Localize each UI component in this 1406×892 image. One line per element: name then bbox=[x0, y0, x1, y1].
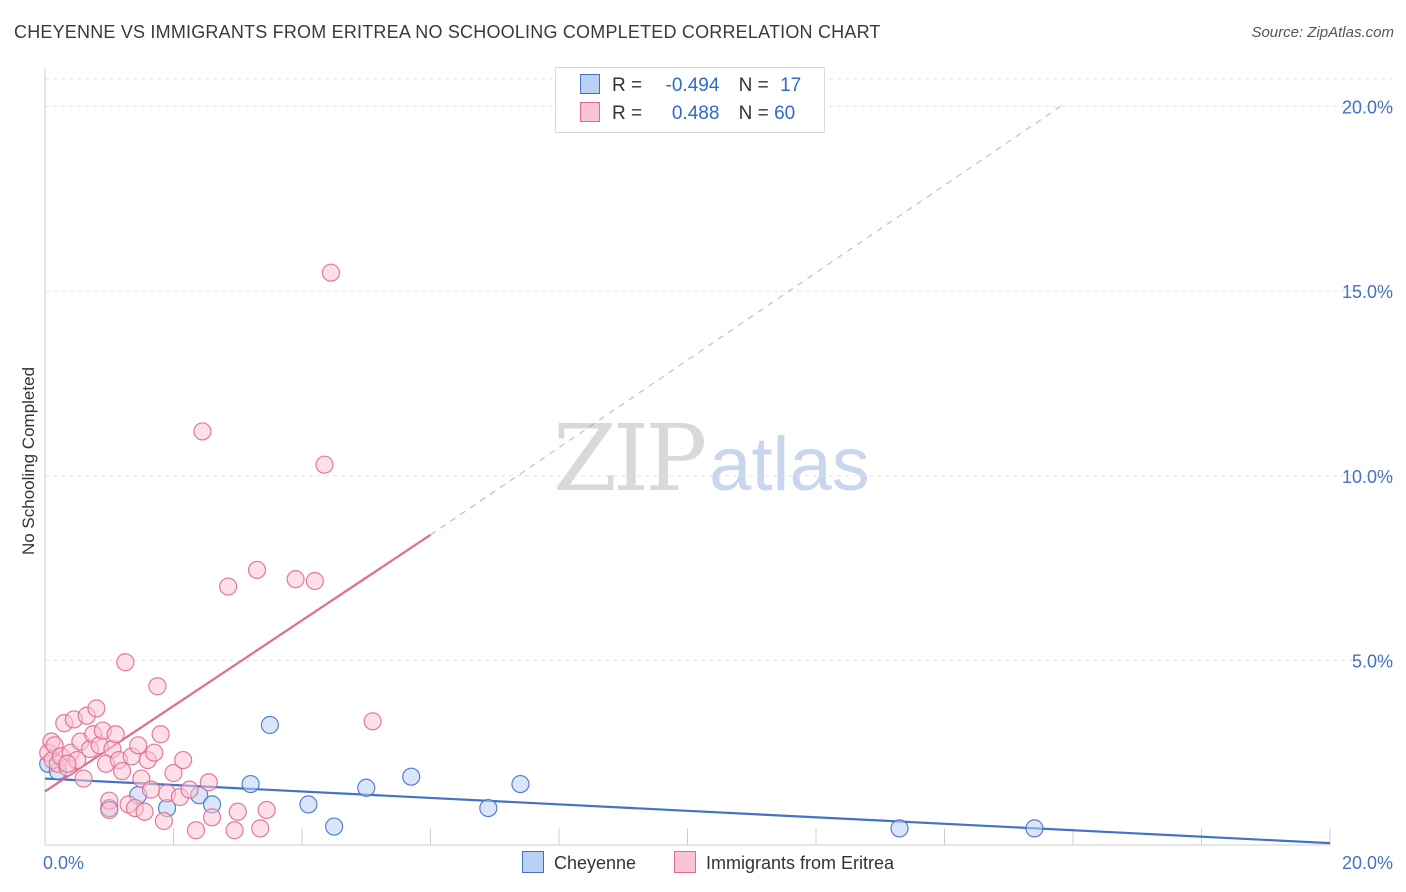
eritrea-point bbox=[112, 762, 132, 781]
cheyenne-point bbox=[511, 774, 530, 794]
eritrea-point bbox=[186, 821, 206, 840]
y-tick-label: 15.0% bbox=[1342, 282, 1393, 302]
grid-layer bbox=[45, 78, 1395, 661]
legend-r-label: R = bbox=[612, 75, 643, 96]
legend-n-label: N = bbox=[738, 75, 769, 96]
cheyenne-point bbox=[479, 798, 498, 818]
eritrea-point bbox=[321, 263, 341, 282]
eritrea-point bbox=[251, 819, 270, 838]
cheyenne-point bbox=[241, 774, 260, 794]
cheyenne-point bbox=[402, 767, 421, 786]
eritrea-point bbox=[151, 725, 170, 744]
legend-n-value: 60 bbox=[774, 103, 796, 124]
eritrea-point bbox=[286, 570, 305, 589]
x-tick-label: 20.0% bbox=[1342, 853, 1393, 873]
axis-layer bbox=[44, 68, 1331, 846]
cheyenne-point bbox=[325, 817, 344, 836]
chart-title: CHEYENNE VS IMMIGRANTS FROM ERITREA NO S… bbox=[14, 22, 881, 42]
series-legend-cheyenne: Cheyenne bbox=[522, 851, 636, 874]
legend-row-eritrea: R = 0.488 N = 60 bbox=[580, 102, 795, 130]
eritrea-point bbox=[154, 811, 173, 831]
eritrea-point bbox=[247, 560, 267, 580]
eritrea-point bbox=[363, 712, 382, 731]
eritrea-point bbox=[225, 821, 244, 840]
eritrea-point bbox=[148, 677, 167, 696]
eritrea-point bbox=[129, 736, 148, 755]
eritrea-point bbox=[135, 802, 154, 821]
eritrea-point bbox=[228, 802, 247, 821]
eritrea-point bbox=[199, 773, 218, 792]
legend-swatch-eritrea bbox=[580, 102, 600, 122]
eritrea-point bbox=[100, 800, 119, 820]
eritrea-point bbox=[174, 750, 193, 770]
legend-row-cheyenne: R = -0.494 N = 17 bbox=[580, 74, 801, 102]
eritrea-point bbox=[164, 763, 183, 783]
cheyenne-point bbox=[890, 819, 909, 838]
eritrea-point bbox=[87, 699, 106, 718]
eritrea-point bbox=[141, 780, 161, 799]
watermark-atlas: atlas bbox=[709, 422, 870, 507]
eritrea-point bbox=[145, 743, 164, 762]
y-tick-label: 5.0% bbox=[1352, 651, 1393, 671]
eritrea-point bbox=[180, 780, 199, 799]
source-label: Source: ZipAtlas.com bbox=[1251, 24, 1394, 41]
eritrea-point bbox=[74, 769, 93, 788]
y-tick-label: 20.0% bbox=[1342, 98, 1393, 118]
cheyenne-point bbox=[1025, 819, 1044, 838]
eritrea-point bbox=[193, 422, 212, 441]
eritrea-point bbox=[58, 754, 77, 773]
cheyenne-point bbox=[260, 715, 279, 735]
y-axis-label: No Schooling Completed bbox=[19, 367, 38, 555]
correlation-legend: R = -0.494 N = 17 R = 0.488 N = 60 bbox=[555, 67, 825, 133]
x-tick-label: 0.0% bbox=[43, 853, 84, 873]
points-layer bbox=[39, 263, 1044, 840]
legend-r-value: 0.488 bbox=[671, 103, 720, 124]
series-legend-eritrea: Immigrants from Eritrea bbox=[674, 851, 894, 874]
cheyenne-point bbox=[299, 795, 318, 814]
eritrea-point bbox=[116, 653, 135, 672]
labels-layer: 5.0% 10.0% 15.0% 20.0% 0.0% 20.0% No Schooling… bbox=[19, 98, 1393, 873]
legend-swatch-cheyenne bbox=[580, 74, 600, 94]
series-legend: Cheyenne Immigrants from Eritrea bbox=[0, 851, 1406, 879]
eritrea-point bbox=[106, 725, 125, 744]
watermark-zip: ZIP bbox=[553, 405, 707, 512]
legend-n-value: 17 bbox=[780, 75, 802, 96]
cheyenne-trendline bbox=[44, 777, 1331, 845]
eritrea-point bbox=[219, 577, 238, 596]
series-swatch-eritrea bbox=[674, 851, 696, 873]
series-swatch-cheyenne bbox=[522, 851, 544, 873]
legend-r-label: R = bbox=[612, 103, 643, 124]
eritrea-point bbox=[315, 455, 334, 474]
eritrea-point bbox=[257, 800, 276, 820]
trend-layer bbox=[44, 106, 1331, 845]
series-label-cheyenne: Cheyenne bbox=[554, 853, 637, 873]
watermark: ZIPatlas bbox=[553, 405, 870, 512]
eritrea-trendline-extension bbox=[430, 106, 1061, 536]
legend-r-value: -0.494 bbox=[665, 75, 720, 96]
series-label-eritrea: Immigrants from Eritrea bbox=[706, 853, 895, 873]
eritrea-point bbox=[305, 571, 324, 591]
legend-n-label: N = bbox=[738, 103, 769, 124]
cheyenne-point bbox=[357, 778, 376, 797]
y-tick-label: 10.0% bbox=[1342, 467, 1393, 487]
eritrea-point bbox=[202, 808, 222, 827]
